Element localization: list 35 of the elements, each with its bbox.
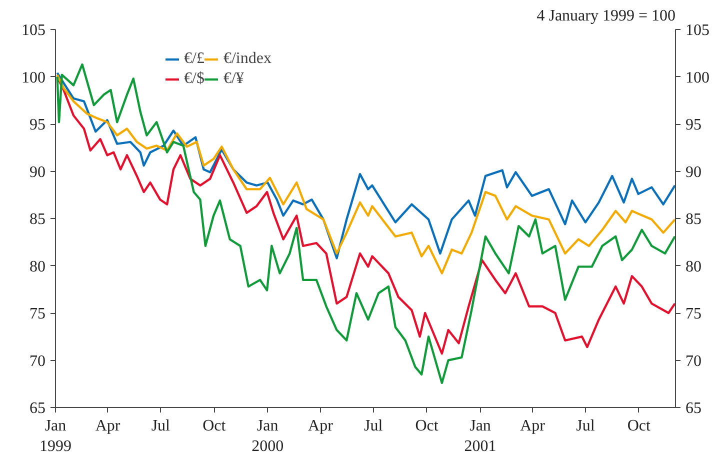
y2-tick-label: 70 xyxy=(686,352,702,370)
x-tick-label: Apr xyxy=(308,418,334,434)
y-tick-label: 95 xyxy=(30,116,46,134)
y-tick-label: 80 xyxy=(30,258,46,276)
y-tick-label: 75 xyxy=(30,306,46,322)
y-tick-label: 70 xyxy=(30,352,46,370)
y-tick-label: 85 xyxy=(30,211,46,228)
x-tick-label: Jul xyxy=(576,418,596,434)
x-tick-label: Oct xyxy=(202,418,226,434)
y2-tick-label: 65 xyxy=(686,400,702,417)
legend-label: €/$ xyxy=(184,69,204,89)
x-tick-label: Jan 2001 xyxy=(464,418,496,455)
y-tick-label: 105 xyxy=(22,22,46,39)
y-tick-label: 65 xyxy=(30,400,46,417)
y2-tick-label: 105 xyxy=(686,22,710,39)
x-tick-label: Oct xyxy=(627,418,651,434)
legend-label: €/¥ xyxy=(223,69,244,89)
x-tick-label: Oct xyxy=(415,418,439,434)
x-tick-label: Jan 2000 xyxy=(252,418,284,455)
y2-tick-label: 90 xyxy=(686,164,702,181)
x-tick-label: Jan 1999 xyxy=(40,418,72,455)
y2-tick-label: 85 xyxy=(686,211,702,228)
y-tick-label: 100 xyxy=(22,69,46,86)
x-tick-label: Jul xyxy=(151,418,171,434)
legend-label: €/index xyxy=(223,49,272,69)
y2-tick-label: 75 xyxy=(686,306,702,322)
x-tick-label: Apr xyxy=(520,418,546,434)
x-tick-label: Jul xyxy=(364,418,384,434)
y2-tick-label: 95 xyxy=(686,116,702,134)
y2-tick-label: 80 xyxy=(686,258,702,276)
legend-label: €/£ xyxy=(184,49,204,69)
x-tick-label: Apr xyxy=(95,418,121,434)
text: 4 January 1999 = 100 xyxy=(536,8,676,24)
y-tick-label: 90 xyxy=(30,164,46,181)
y2-tick-label: 100 xyxy=(686,69,710,86)
